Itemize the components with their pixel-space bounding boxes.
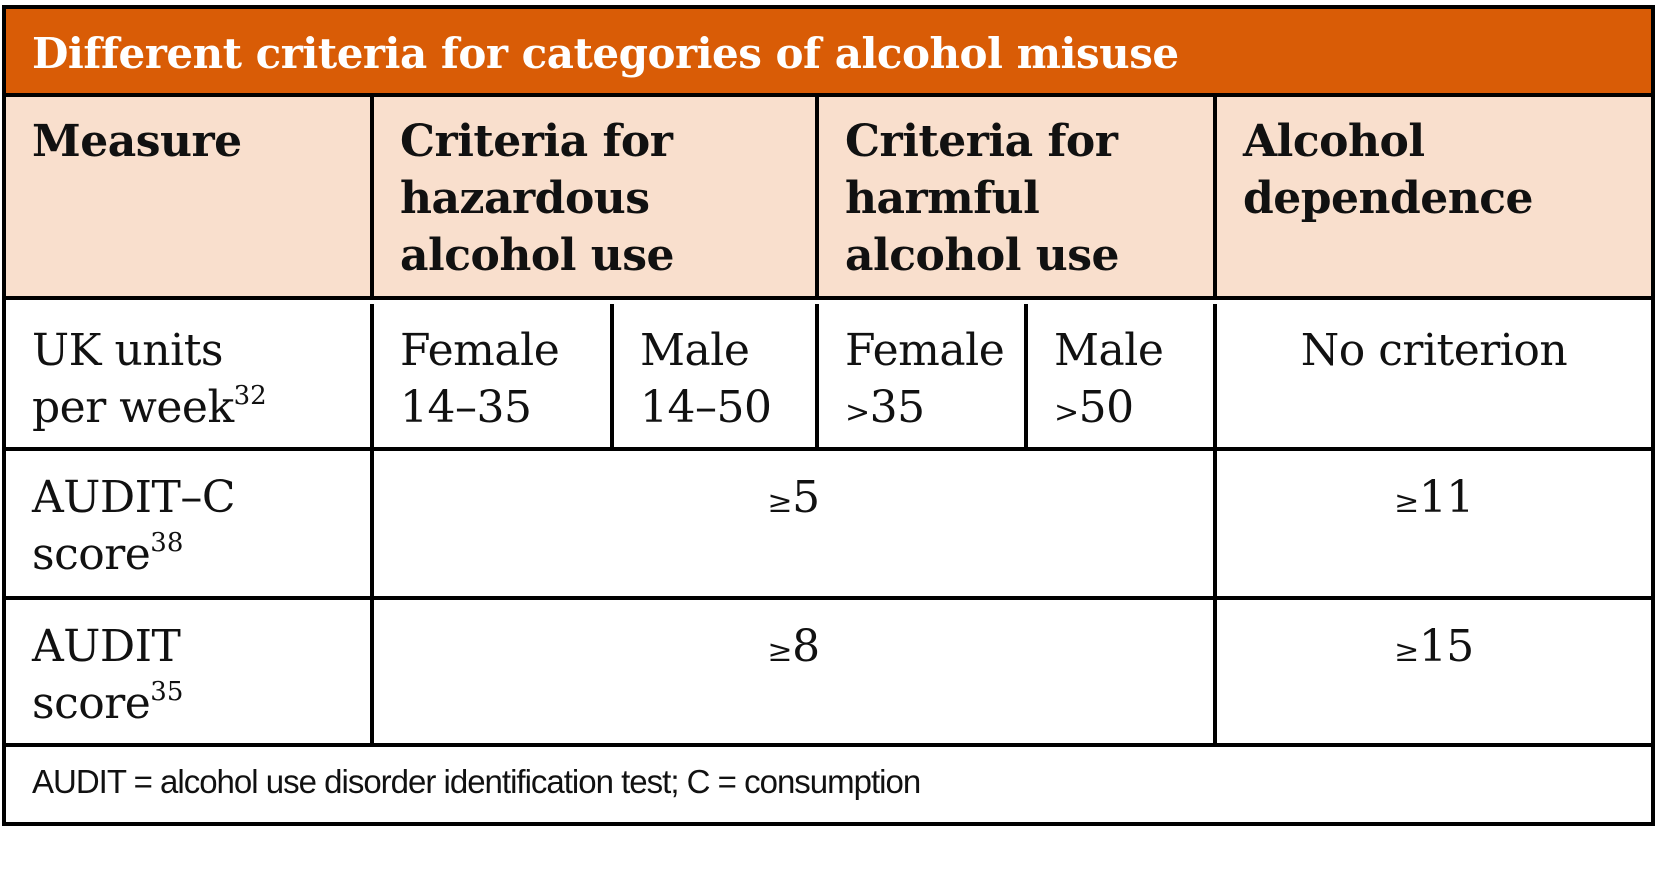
table-row-uk-units-measure: UK units per week32 <box>6 304 374 451</box>
header-harmful: Criteria for harmful alcohol use <box>819 97 1217 300</box>
score-threshold: 5 <box>792 472 820 523</box>
header-hazardous-line-1: Criteria for <box>400 116 673 167</box>
reference-superscript: 38 <box>150 528 184 558</box>
header-hazardous-line-3: alcohol use <box>400 230 675 281</box>
table-row-audit-measure: AUDIT score35 <box>6 600 374 747</box>
harmful-female-cell: Female >35 <box>819 304 1028 451</box>
no-criterion-text: No criterion <box>1300 325 1568 376</box>
header-harmful-line-3: alcohol use <box>845 230 1120 281</box>
header-measure: Measure <box>6 97 374 300</box>
greater-than-symbol: > <box>1054 395 1079 430</box>
units-range: 14–35 <box>400 382 532 433</box>
audit-c-dependence-cell: ≥11 <box>1217 451 1651 600</box>
sex-label: Male <box>1054 325 1164 376</box>
greater-or-equal-symbol: ≥ <box>767 634 793 669</box>
units-range: 14–50 <box>640 382 772 433</box>
audit-dependence-cell: ≥15 <box>1217 600 1651 747</box>
greater-or-equal-symbol: ≥ <box>1394 485 1419 520</box>
header-harmful-line-1: Criteria for <box>845 116 1118 167</box>
header-dependence-line-2: dependence <box>1243 173 1534 224</box>
greater-than-symbol: > <box>845 395 870 430</box>
header-dependence: Alcohol dependence <box>1217 97 1651 300</box>
measure-line-2: per week <box>32 382 234 433</box>
header-measure-label: Measure <box>32 116 242 167</box>
measure-line-1: UK units <box>32 325 223 376</box>
greater-or-equal-symbol: ≥ <box>1394 634 1419 669</box>
table-row-audit-c-measure: AUDIT–C score38 <box>6 451 374 600</box>
measure-line-2: score <box>32 678 151 729</box>
header-hazardous-line-2: hazardous <box>400 173 650 224</box>
hazardous-male-cell: Male 14–50 <box>614 304 819 451</box>
measure-line-2: score <box>32 529 151 580</box>
units-threshold: 50 <box>1078 382 1135 433</box>
table-footnote: AUDIT = alcohol use disorder identificat… <box>32 763 921 800</box>
score-threshold: 11 <box>1418 472 1475 523</box>
harmful-male-cell: Male >50 <box>1028 304 1217 451</box>
criteria-table: Different criteria for categories of alc… <box>2 5 1655 826</box>
measure-line-1: AUDIT <box>32 621 181 672</box>
score-threshold: 15 <box>1418 621 1475 672</box>
dependence-uk-units-cell: No criterion <box>1217 304 1651 451</box>
sex-label: Female <box>400 325 560 376</box>
units-threshold: 35 <box>869 382 926 433</box>
audit-hazardous-harmful-cell: ≥8 <box>374 600 1217 747</box>
greater-or-equal-symbol: ≥ <box>767 485 793 520</box>
header-harmful-line-2: harmful <box>845 173 1040 224</box>
header-dependence-line-1: Alcohol <box>1243 116 1425 167</box>
sex-label: Male <box>640 325 750 376</box>
reference-superscript: 32 <box>233 381 267 411</box>
score-threshold: 8 <box>792 621 820 672</box>
audit-c-hazardous-harmful-cell: ≥5 <box>374 451 1217 600</box>
reference-superscript: 35 <box>150 677 184 707</box>
header-hazardous: Criteria for hazardous alcohol use <box>374 97 819 300</box>
measure-line-1: AUDIT–C <box>32 472 236 523</box>
hazardous-female-cell: Female 14–35 <box>374 304 614 451</box>
sex-label: Female <box>845 325 1005 376</box>
table-title: Different criteria for categories of alc… <box>6 9 1651 97</box>
